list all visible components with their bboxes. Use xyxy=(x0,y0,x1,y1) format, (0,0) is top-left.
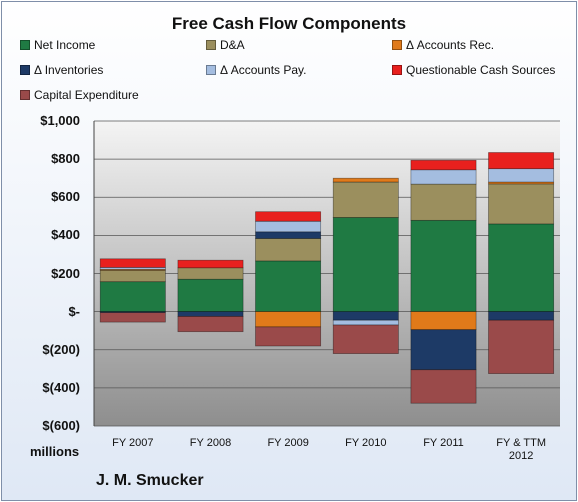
x-tick-label: FY 2007 xyxy=(112,437,154,449)
x-tick-label: FY & TTM 2012 xyxy=(496,437,547,462)
bar-segment xyxy=(255,326,322,347)
bar-segment xyxy=(332,311,399,321)
y-tick-label: $(600) xyxy=(42,418,80,433)
x-tick-label: FY 2011 xyxy=(423,437,464,449)
bar-segment xyxy=(255,220,322,233)
bar-segment xyxy=(488,168,555,183)
y-tick-label: $(400) xyxy=(42,379,80,395)
bar-segment xyxy=(99,269,166,283)
bar-segment xyxy=(255,211,322,222)
bars xyxy=(99,152,555,404)
bar-segment xyxy=(99,312,166,323)
x-tick-label: FY 2010 xyxy=(345,437,387,449)
bar-segment xyxy=(410,169,477,185)
bar-segment xyxy=(410,311,477,331)
bar-segment xyxy=(488,319,555,374)
bar-segment xyxy=(410,329,477,371)
chart-title: Free Cash Flow Components xyxy=(171,14,407,33)
gridlines xyxy=(94,120,560,427)
y-tick-label: $(200) xyxy=(42,341,80,357)
bar-segment xyxy=(488,152,555,170)
bar-segment xyxy=(332,217,399,313)
y-tick-label: $200 xyxy=(51,265,80,281)
legend-label: Δ Accounts Rec. xyxy=(406,38,495,52)
bar-segment xyxy=(177,316,244,333)
bar-segment xyxy=(410,369,477,404)
bar-segment xyxy=(99,281,166,312)
bar-segment xyxy=(177,311,244,317)
bar-segment xyxy=(488,183,555,225)
bar-segment xyxy=(410,219,477,312)
legend-label: Capital Expenditure xyxy=(34,88,139,102)
legend-label: Questionable Cash Sources xyxy=(406,63,556,77)
legend-swatch xyxy=(20,40,30,50)
y-tick-label: $400 xyxy=(51,227,80,243)
y-tick-label: $- xyxy=(68,303,80,319)
x-tick-label: FY 2008 xyxy=(189,437,232,449)
units-label: millions xyxy=(30,444,80,459)
bar-segment xyxy=(255,311,322,328)
bar-segment xyxy=(177,278,244,312)
bar-segment xyxy=(255,260,322,312)
bar-segment xyxy=(332,324,399,354)
legend-label: Δ Inventories xyxy=(34,63,104,77)
bar-segment xyxy=(177,267,244,280)
bar-segment xyxy=(410,183,477,221)
legend-swatch xyxy=(20,90,30,100)
bar-segment xyxy=(332,177,399,183)
legend-swatch xyxy=(392,40,402,50)
bar-segment xyxy=(255,238,322,262)
x-tick-label: FY 2009 xyxy=(267,437,309,449)
legend-label: Net Income xyxy=(34,38,96,52)
y-tick-label: $600 xyxy=(51,189,80,205)
legend-swatch xyxy=(392,65,402,75)
bar-segment xyxy=(99,258,166,268)
bar-segment xyxy=(410,159,477,171)
legend-label: Δ Accounts Pay. xyxy=(220,63,307,77)
bar-segment xyxy=(332,181,399,218)
legend-label: D&A xyxy=(220,38,245,52)
bar-segment xyxy=(332,319,399,326)
company-label: J. M. Smucker xyxy=(96,472,204,489)
bar-segment xyxy=(488,223,555,312)
legend-swatch xyxy=(20,65,30,75)
bar-segment xyxy=(177,259,244,269)
legend-swatch xyxy=(206,65,216,75)
bar-segment xyxy=(255,231,322,239)
legend-swatch xyxy=(206,40,216,50)
bar-segment xyxy=(488,311,555,321)
y-tick-label: $1,000 xyxy=(40,113,80,128)
y-tick-label: $800 xyxy=(51,151,80,167)
